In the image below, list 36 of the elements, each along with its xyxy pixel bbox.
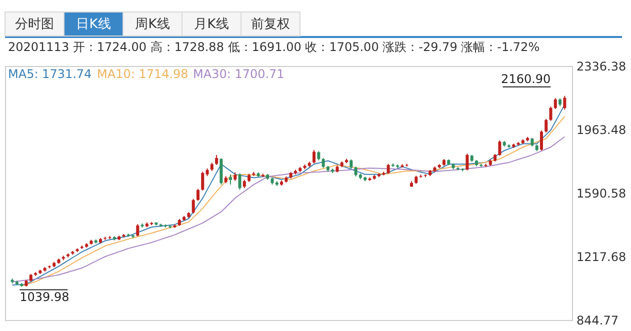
chart-title: 20201113 开：1724.00 高：1728.88 低：1691.00 收：1705.00 涨跌：-29.79 涨幅：-1.72%: [8, 40, 540, 54]
candlestick: [228, 174, 232, 186]
y-tick-label: 1590.58: [576, 186, 626, 200]
candlestick: [317, 150, 320, 161]
candlestick: [196, 188, 200, 202]
line-series: [12, 136, 566, 282]
candlestick: [201, 171, 204, 192]
y-tick-label: 1963.48: [576, 123, 626, 137]
text: 周K线: [135, 17, 170, 32]
annotation: 2160.90: [501, 72, 551, 86]
candlestick: [563, 95, 566, 110]
candlestick: [350, 158, 353, 170]
y-tick-label: 2336.38: [576, 60, 626, 74]
text: 月K线: [194, 17, 229, 32]
text: 分时图: [15, 17, 54, 32]
y-tick-label: 1217.68: [576, 250, 626, 264]
annotation: 1039.98: [20, 290, 70, 304]
candlestick: [192, 198, 195, 214]
y-tick-label: 844.77: [576, 314, 618, 328]
text: MA30: 1700.71: [193, 67, 284, 81]
candlestick: [238, 172, 242, 190]
text: MA10: 1714.98: [97, 67, 188, 81]
text: 日K线: [76, 17, 111, 32]
candlestick: [540, 130, 543, 152]
text: MA5: 1731.74: [8, 67, 92, 81]
text: 前复权: [251, 17, 290, 32]
candlestick: [466, 153, 469, 171]
candlestick: [498, 140, 502, 156]
candlestick: [312, 150, 316, 164]
candlestick: [544, 118, 548, 133]
candlestick: [136, 224, 140, 237]
candlestick: [386, 163, 390, 174]
candlestick: [554, 98, 557, 110]
candlestick: [215, 154, 218, 166]
candlestick: [322, 158, 325, 168]
candlestick: [549, 106, 552, 122]
